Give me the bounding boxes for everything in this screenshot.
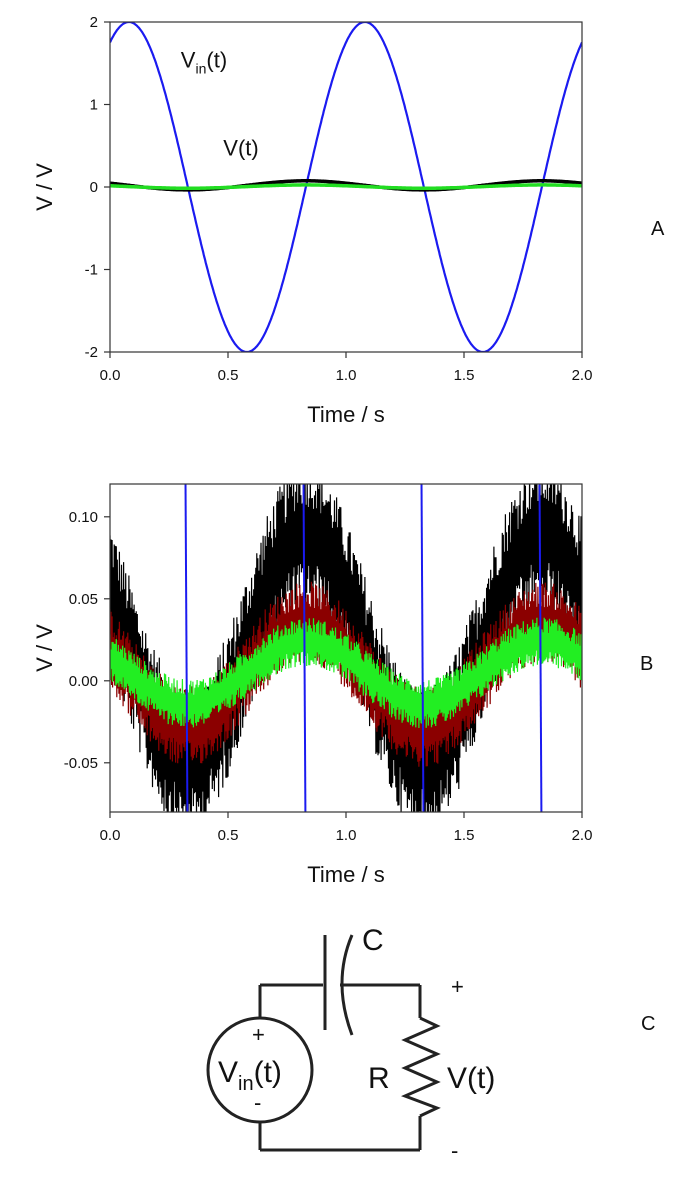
x-tick-label: 2.0 <box>572 367 593 384</box>
x-tick-label: 1.0 <box>336 827 357 844</box>
y-tick-label: 1 <box>90 97 98 114</box>
x-tick-label: 0.0 <box>100 367 121 384</box>
y-tick-label: -1 <box>85 262 98 279</box>
source-label-sub: in <box>238 1073 254 1095</box>
source-minus-sign: - <box>254 1090 261 1115</box>
y-tick-label: 0.05 <box>69 591 98 608</box>
x-tick-label: 1.0 <box>336 367 357 384</box>
source-voltage-label: Vin(t) <box>218 1056 282 1095</box>
vin-crossing-line-3 <box>538 484 543 812</box>
series-line-2 <box>110 183 582 190</box>
vin-crossing-line-2 <box>420 484 425 812</box>
y-axis-label: V / V <box>32 624 57 672</box>
x-axis-label: Time / s <box>307 862 384 887</box>
x-tick-label: 2.0 <box>572 827 593 844</box>
capacitor-label: C <box>362 924 384 957</box>
x-tick-label: 0.0 <box>100 827 121 844</box>
panel-label-c: C <box>641 1013 655 1035</box>
rc-circuit-diagram <box>206 934 441 1152</box>
vin-crossing-line-1 <box>302 484 307 812</box>
vin-crossing-line-0 <box>184 484 189 812</box>
resistor-label: R <box>368 1062 390 1095</box>
resistor-zigzag <box>401 1016 441 1118</box>
output-voltage-label: V(t) <box>447 1062 495 1095</box>
y-tick-label: 0.10 <box>69 509 98 526</box>
x-tick-label: 0.5 <box>218 367 239 384</box>
panel-label-a: A <box>651 218 665 240</box>
source-plus-sign: + <box>252 1022 265 1047</box>
x-tick-label: 0.5 <box>218 827 239 844</box>
y-tick-label: -0.05 <box>64 755 98 772</box>
output-plus-sign: + <box>451 974 464 999</box>
output-minus-sign: - <box>451 1138 458 1163</box>
series-annotation-1: V(t) <box>223 136 258 161</box>
panel-b-chart: 0.0 0.5 1.0 1.5 2.0 0.10 0.05 0.00 -0.05 Time / s… <box>32 483 593 887</box>
series-band-2 <box>110 617 582 729</box>
y-tick-label: 2 <box>90 14 98 31</box>
x-tick-label: 1.5 <box>454 367 475 384</box>
y-axis-label: V / V <box>32 163 57 211</box>
plot-area <box>110 484 582 812</box>
y-tick-label: -2 <box>85 344 98 361</box>
panel-a-chart: 0.0 0.5 1.0 1.5 2.0 2 1 0 -1 -2 Time / s V / V Vin(t… <box>32 14 592 427</box>
y-tick-label: 0.00 <box>69 673 98 690</box>
panel-label-b: B <box>640 653 653 675</box>
series-annotation-0: Vin(t) <box>181 47 227 76</box>
source-label-main: V <box>218 1056 238 1089</box>
x-tick-label: 1.5 <box>454 827 475 844</box>
plot-area <box>110 22 582 352</box>
y-tick-label: 0 <box>90 179 98 196</box>
voltage-source-circle <box>206 1016 314 1124</box>
x-axis-label: Time / s <box>307 402 384 427</box>
source-label-tail: (t) <box>254 1056 282 1089</box>
